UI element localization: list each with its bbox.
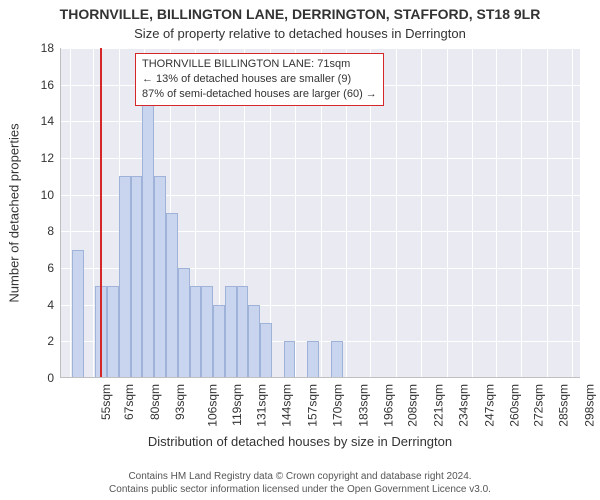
histogram-bar (284, 341, 296, 378)
axis-bottom-border (60, 377, 580, 378)
histogram-bar (307, 341, 319, 378)
y-tick-label: 14 (24, 114, 54, 128)
histogram-bar (107, 286, 119, 378)
grid-v (547, 48, 548, 378)
x-tick-label: 196sqm (382, 384, 396, 427)
copyright: Contains HM Land Registry data © Crown c… (0, 470, 600, 496)
y-tick-label: 16 (24, 78, 54, 92)
x-tick-label: 106sqm (206, 384, 220, 427)
grid-v (396, 48, 397, 378)
histogram-bar (331, 341, 343, 378)
y-tick-label: 12 (24, 151, 54, 165)
histogram-bar (72, 250, 84, 378)
histogram-bar (225, 286, 237, 378)
x-tick-label: 285sqm (557, 384, 571, 427)
x-tick-label: 119sqm (230, 384, 244, 426)
grid-v (421, 48, 422, 378)
annotation-line: ← 13% of detached houses are smaller (9) (142, 72, 377, 87)
y-tick-label: 8 (24, 224, 54, 238)
histogram-bar (190, 286, 202, 378)
annotation-box: THORNVILLE BILLINGTON LANE: 71sqm← 13% o… (135, 53, 384, 106)
x-tick-label: 93sqm (173, 384, 187, 420)
x-tick-label: 272sqm (531, 384, 545, 427)
histogram-bar (213, 305, 225, 378)
y-tick-label: 2 (24, 334, 54, 348)
x-tick-label: 183sqm (357, 384, 371, 427)
grid-v (572, 48, 573, 378)
y-tick-label: 18 (24, 41, 54, 55)
y-tick-label: 10 (24, 188, 54, 202)
x-tick-label: 144sqm (280, 384, 294, 427)
copyright-line: Contains HM Land Registry data © Crown c… (0, 470, 600, 483)
x-tick-label: 157sqm (306, 384, 320, 427)
histogram-bar (119, 176, 131, 378)
x-tick-label: 234sqm (457, 384, 471, 427)
x-tick-label: 208sqm (406, 384, 420, 427)
chart-subtitle: Size of property relative to detached ho… (0, 26, 600, 41)
grid-v (496, 48, 497, 378)
histogram-bar (154, 176, 166, 378)
histogram-bar (178, 268, 190, 378)
grid-v (472, 48, 473, 378)
annotation-line: 87% of semi-detached houses are larger (… (142, 87, 377, 102)
histogram-bar (260, 323, 272, 378)
grid-v (447, 48, 448, 378)
y-tick-label: 0 (24, 371, 54, 385)
chart-container: THORNVILLE, BILLINGTON LANE, DERRINGTON,… (0, 0, 600, 500)
histogram-bar (201, 286, 213, 378)
x-tick-label: 170sqm (331, 384, 345, 427)
chart-title: THORNVILLE, BILLINGTON LANE, DERRINGTON,… (0, 6, 600, 22)
histogram-bar (166, 213, 178, 378)
grid-v (93, 48, 94, 378)
histogram-bar (142, 66, 154, 378)
grid-v (70, 48, 71, 378)
x-tick-label: 221sqm (431, 384, 445, 427)
histogram-bar (237, 286, 249, 378)
x-tick-label: 67sqm (122, 384, 136, 420)
x-tick-label: 55sqm (99, 384, 113, 420)
histogram-bar (248, 305, 260, 378)
y-tick-label: 4 (24, 298, 54, 312)
axis-left-border (60, 48, 61, 378)
x-tick-label: 247sqm (482, 384, 496, 427)
grid-h (60, 378, 580, 379)
histogram-bar (131, 176, 143, 378)
x-tick-label: 260sqm (508, 384, 522, 427)
x-tick-label: 80sqm (148, 384, 162, 420)
x-axis-title: Distribution of detached houses by size … (0, 434, 600, 449)
y-axis-title: Number of detached properties (7, 123, 22, 302)
reference-line (100, 48, 102, 378)
x-tick-label: 298sqm (582, 384, 596, 427)
y-tick-label: 6 (24, 261, 54, 275)
copyright-line: Contains public sector information licen… (0, 483, 600, 496)
annotation-line: THORNVILLE BILLINGTON LANE: 71sqm (142, 57, 377, 72)
x-tick-label: 131sqm (255, 384, 269, 427)
grid-v (521, 48, 522, 378)
